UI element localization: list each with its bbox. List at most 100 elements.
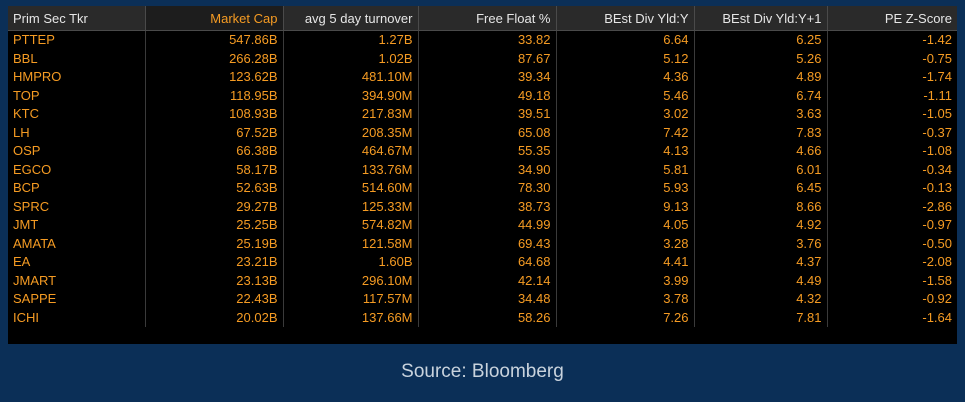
cell-div-yield-y: 4.05	[556, 216, 695, 235]
cell-free-float: 34.90	[418, 160, 557, 179]
cell-market-cap: 266.28B	[145, 49, 284, 68]
cell-pe-zscore: -0.92	[922, 291, 952, 307]
table-row[interactable]: BCP 52.63B 514.60M 78.30 5.93 6.45 -0.13	[8, 179, 957, 198]
cell-market-cap: 52.63B	[145, 179, 284, 198]
cell-avg-turnover: 1.02B	[283, 49, 419, 68]
column-header-div-yield-y1[interactable]: BEst Div Yld:Y+1	[694, 6, 828, 31]
cell-div-yield-y1: 3.76	[694, 234, 828, 253]
cell-free-float: 38.73	[418, 197, 557, 216]
table-row[interactable]: JMART 23.13B 296.10M 42.14 3.99 4.49 -1.58	[8, 271, 957, 290]
cell-market-cap: 108.93B	[145, 105, 284, 124]
cell-pe-zscore: -0.37	[922, 124, 952, 140]
cell-ticker[interactable]: AMATA	[8, 234, 146, 253]
cell-div-yield-y: 7.26	[556, 308, 695, 327]
cell-ticker[interactable]: PTTEP	[8, 30, 146, 50]
cell-market-cap: 66.38B	[145, 142, 284, 161]
cell-ticker[interactable]: JMART	[8, 271, 146, 290]
cell-div-yield-y: 3.99	[556, 271, 695, 290]
cell-div-yield-y: 5.46	[556, 86, 695, 105]
cell-div-yield-y1: 8.66	[694, 197, 828, 216]
cell-div-yield-y1: 7.81	[694, 308, 828, 327]
cell-market-cap: 23.13B	[145, 271, 284, 290]
cell-free-float: 39.51	[418, 105, 557, 124]
cell-ticker[interactable]: OSP	[8, 142, 146, 161]
column-header-div-yield-y[interactable]: BEst Div Yld:Y	[556, 6, 695, 31]
table-row[interactable]: OSP 66.38B 464.67M 55.35 4.13 4.66 -1.08	[8, 142, 957, 161]
cell-avg-turnover: 121.58M	[283, 234, 419, 253]
table-row[interactable]: PTTEP 547.86B 1.27B 33.82 6.64 6.25 -1.42	[8, 30, 957, 50]
cell-avg-turnover: 1.60B	[283, 253, 419, 272]
cell-ticker[interactable]: KTC	[8, 105, 146, 124]
cell-avg-turnover: 296.10M	[283, 271, 419, 290]
cell-ticker[interactable]: HMPRO	[8, 68, 146, 87]
cell-avg-turnover: 481.10M	[283, 68, 419, 87]
cell-pe-zscore: -1.42	[922, 32, 952, 48]
cell-avg-turnover: 574.82M	[283, 216, 419, 235]
cell-free-float: 87.67	[418, 49, 557, 68]
column-header-ticker[interactable]: Prim Sec Tkr	[8, 6, 146, 31]
cell-div-yield-y: 4.41	[556, 253, 695, 272]
cell-div-yield-y1: 4.37	[694, 253, 828, 272]
cell-free-float: 78.30	[418, 179, 557, 198]
column-header-avg-turnover[interactable]: avg 5 day turnover	[283, 6, 419, 31]
table-row[interactable]: EA 23.21B 1.60B 64.68 4.41 4.37 -2.08	[8, 253, 957, 272]
cell-ticker[interactable]: JMT	[8, 216, 146, 235]
cell-div-yield-y1: 4.92	[694, 216, 828, 235]
table-row[interactable]: LH 67.52B 208.35M 65.08 7.42 7.83 -0.37	[8, 123, 957, 142]
cell-free-float: 33.82	[418, 30, 557, 50]
cell-ticker[interactable]: ICHI	[8, 308, 146, 327]
cell-div-yield-y1: 3.63	[694, 105, 828, 124]
table-row[interactable]: BBL 266.28B 1.02B 87.67 5.12 5.26 -0.75	[8, 49, 957, 68]
cell-div-yield-y: 5.12	[556, 49, 695, 68]
cell-div-yield-y1: 6.45	[694, 179, 828, 198]
cell-pe-zscore: -2.86	[922, 198, 952, 214]
cell-market-cap: 25.25B	[145, 216, 284, 235]
cell-ticker[interactable]: EA	[8, 253, 146, 272]
cell-ticker[interactable]: BCP	[8, 179, 146, 198]
cell-pe-zscore: -1.05	[922, 106, 952, 122]
cell-div-yield-y1: 6.01	[694, 160, 828, 179]
cell-div-yield-y: 9.13	[556, 197, 695, 216]
cell-market-cap: 25.19B	[145, 234, 284, 253]
cell-div-yield-y1: 6.74	[694, 86, 828, 105]
table-row[interactable]: JMT 25.25B 574.82M 44.99 4.05 4.92 -0.97	[8, 216, 957, 235]
cell-ticker[interactable]: SAPPE	[8, 290, 146, 309]
cell-pe-zscore: -0.75	[922, 50, 952, 66]
cell-div-yield-y1: 4.32	[694, 290, 828, 309]
cell-market-cap: 118.95B	[145, 86, 284, 105]
table-row[interactable]: TOP 118.95B 394.90M 49.18 5.46 6.74 -1.11	[8, 86, 957, 105]
cell-market-cap: 29.27B	[145, 197, 284, 216]
cell-div-yield-y1: 6.25	[694, 30, 828, 50]
cell-ticker[interactable]: SPRC	[8, 197, 146, 216]
cell-pe-zscore: -2.08	[922, 254, 952, 270]
cell-pe-zscore: -1.58	[922, 272, 952, 288]
cell-div-yield-y1: 4.89	[694, 68, 828, 87]
table-row[interactable]: SPRC 29.27B 125.33M 38.73 9.13 8.66 -2.86	[8, 197, 957, 216]
table-row[interactable]: EGCO 58.17B 133.76M 34.90 5.81 6.01 -0.34	[8, 160, 957, 179]
cell-free-float: 49.18	[418, 86, 557, 105]
cell-pe-zscore: -0.97	[922, 217, 952, 233]
table-row[interactable]: HMPRO 123.62B 481.10M 39.34 4.36 4.89 -1.74	[8, 68, 957, 87]
column-header-pe-zscore[interactable]: PE Z-Score	[827, 6, 957, 31]
cell-ticker[interactable]: EGCO	[8, 160, 146, 179]
table-body: PTTEP 547.86B 1.27B 33.82 6.64 6.25 -1.42 BBL 26…	[8, 30, 957, 327]
cell-pe-zscore: -0.34	[922, 161, 952, 177]
column-header-free-float[interactable]: Free Float %	[418, 6, 557, 31]
cell-div-yield-y: 7.42	[556, 123, 695, 142]
cell-ticker[interactable]: BBL	[8, 49, 146, 68]
table-row[interactable]: SAPPE 22.43B 117.57M 34.48 3.78 4.32 -0.92	[8, 290, 957, 309]
cell-ticker[interactable]: TOP	[8, 86, 146, 105]
cell-free-float: 34.48	[418, 290, 557, 309]
stock-screen-table: Prim Sec Tkr Market Cap avg 5 day turnover…	[8, 6, 957, 327]
cell-market-cap: 23.21B	[145, 253, 284, 272]
table-row[interactable]: ICHI 20.02B 137.66M 58.26 7.26 7.81 -1.64	[8, 308, 957, 327]
cell-market-cap: 123.62B	[145, 68, 284, 87]
cell-free-float: 42.14	[418, 271, 557, 290]
column-header-market-cap[interactable]: Market Cap	[145, 6, 284, 31]
table-row[interactable]: AMATA 25.19B 121.58M 69.43 3.28 3.76 -0.50	[8, 234, 957, 253]
table-row[interactable]: KTC 108.93B 217.83M 39.51 3.02 3.63 -1.05	[8, 105, 957, 124]
table-header-row: Prim Sec Tkr Market Cap avg 5 day turnover…	[8, 6, 957, 31]
cell-div-yield-y1: 4.66	[694, 142, 828, 161]
cell-pe-zscore: -1.08	[922, 143, 952, 159]
cell-ticker[interactable]: LH	[8, 123, 146, 142]
